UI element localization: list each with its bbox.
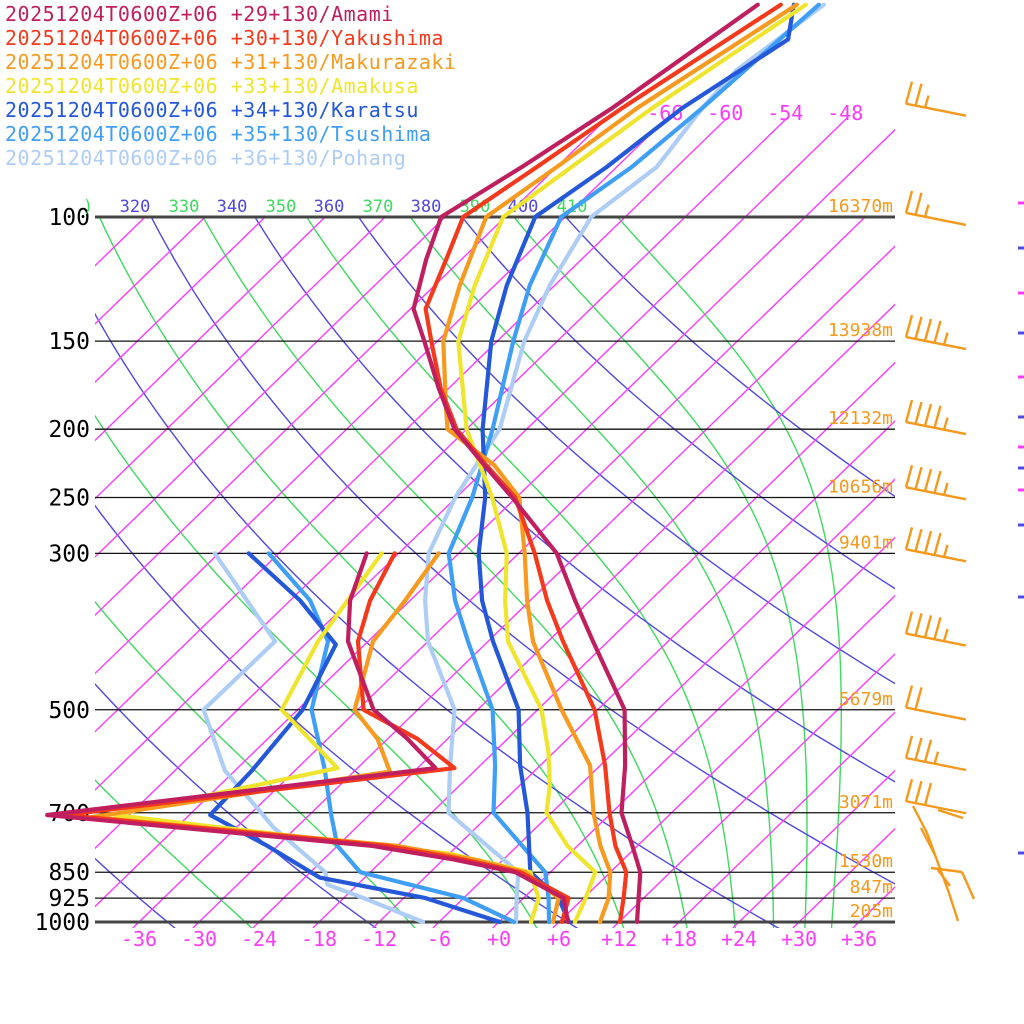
svg-text:400: 400 [508,197,539,217]
svg-text:205m: 205m [850,901,893,922]
svg-text:100: 100 [48,205,90,231]
svg-text:+24: +24 [721,927,757,951]
wind-barb [904,399,967,436]
wind-barb [904,778,967,815]
legend-item-karatsu: 20251204T0600Z+06 +34+130/Karatsu [5,98,419,122]
svg-text:370: 370 [363,197,394,217]
wind-barb [904,611,967,647]
legend-item-amami: 20251204T0600Z+06 +29+130/Amami [5,2,394,26]
legend-item-makurazaki: 20251204T0600Z+06 +31+130/Makurazaki [5,50,457,74]
svg-text:850: 850 [48,860,90,886]
temperature-axis-labels: -36 -30 -24 -18 -12 -6 +0 +6 +12 +18 +24 +30 +36 [121,927,877,951]
svg-text:330: 330 [169,197,200,217]
wind-barb [904,81,967,117]
svg-text:360: 360 [314,197,345,217]
svg-text:-30: -30 [181,927,217,951]
svg-text:): ) [83,197,93,217]
legend-item-yakushima: 20251204T0600Z+06 +30+130/Yakushima [5,26,444,50]
svg-text:+6: +6 [547,927,571,951]
legend-item-pohang: 20251204T0600Z+06 +36+130/Pohang [5,146,407,170]
svg-text:-24: -24 [241,927,277,951]
svg-text:10656m: 10656m [828,477,893,498]
isotherm-lines [95,217,895,928]
svg-text:847m: 847m [850,877,893,898]
svg-text:-36: -36 [121,927,157,951]
svg-text:5679m: 5679m [839,689,893,710]
svg-text:350: 350 [266,197,297,217]
sounding-legend: 20251204T0600Z+06 +29+130/Amami 20251204… [5,2,456,170]
legend-item-amakusa: 20251204T0600Z+06 +33+130/Amakusa [5,74,419,98]
surface-wind-barbs [911,805,976,922]
svg-text:-60: -60 [707,101,743,125]
svg-text:150: 150 [48,329,90,355]
altitude-labels: 16370m 13938m 12132m 10656m 9401m 5679m 3071m 1… [828,196,893,922]
svg-text:380: 380 [411,197,442,217]
svg-text:340: 340 [217,197,248,217]
svg-text:+18: +18 [661,927,697,951]
svg-text:+36: +36 [841,927,877,951]
legend-item-tsushima: 20251204T0600Z+06 +35+130/Tsushima [5,122,432,146]
upper-isotherm-labels: -66 -60 -54 -48 [647,101,863,125]
svg-text:13938m: 13938m [828,320,893,341]
svg-text:200: 200 [48,417,90,443]
svg-text:1000: 1000 [35,910,90,936]
right-edge-ticks [1018,201,1024,855]
svg-text:3071m: 3071m [839,792,893,813]
svg-text:16370m: 16370m [828,196,893,217]
wind-barb [904,314,967,351]
svg-text:-12: -12 [361,927,397,951]
sounding-curves [45,2,826,925]
svg-text:1530m: 1530m [839,851,893,872]
svg-text:+12: +12 [601,927,637,951]
sounding-curves-pohang [201,2,826,925]
svg-text:925: 925 [48,886,90,912]
wind-barb [904,190,967,227]
svg-text:-18: -18 [301,927,337,951]
svg-text:9401m: 9401m [839,532,893,553]
svg-text:-54: -54 [767,101,803,125]
svg-text:-48: -48 [827,101,863,125]
svg-text:+30: +30 [781,927,817,951]
svg-text:250: 250 [48,486,90,512]
wind-barb [904,527,967,563]
svg-text:300: 300 [48,541,90,567]
svg-text:500: 500 [48,698,90,724]
wind-barb [904,735,967,772]
svg-text:+0: +0 [487,927,511,951]
svg-text:320: 320 [120,197,151,217]
sounding-curves-amami [45,2,760,925]
svg-text:-6: -6 [427,927,451,951]
sounding-curves-yakushima [62,2,783,925]
wind-barbs [904,81,967,815]
wind-barb [904,685,967,721]
wind-barb [904,465,967,501]
svg-text:12132m: 12132m [828,408,893,429]
